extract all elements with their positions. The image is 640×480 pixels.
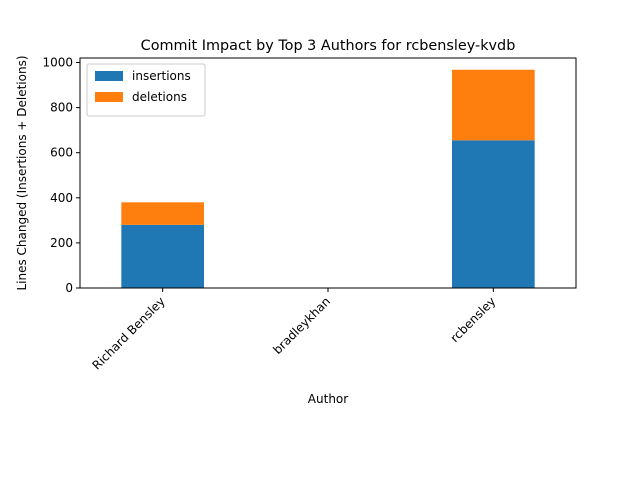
bar-insertions-2 <box>452 140 535 288</box>
x-axis: Richard Bensley bradleykhan rcbensley <box>90 288 499 372</box>
legend-label-deletions: deletions <box>132 90 187 104</box>
y-tick-label: 600 <box>50 146 73 160</box>
legend-swatch-insertions <box>95 71 123 81</box>
x-axis-label: Author <box>308 392 348 406</box>
bars-layer <box>121 69 535 288</box>
x-tick-label: rcbensley <box>448 294 499 345</box>
y-tick-label: 1000 <box>42 56 73 70</box>
chart-title: Commit Impact by Top 3 Authors for rcben… <box>141 38 516 54</box>
y-tick-label: 0 <box>65 281 73 295</box>
y-axis-label: Lines Changed (Insertions + Deletions) <box>15 55 29 290</box>
bar-deletions-0 <box>121 202 204 225</box>
y-tick-label: 800 <box>50 101 73 115</box>
legend: insertions deletions <box>86 63 206 117</box>
y-tick-label: 400 <box>50 191 73 205</box>
y-axis: 0 200 400 600 800 1000 <box>42 56 80 295</box>
bar-insertions-0 <box>121 224 204 288</box>
y-tick-label: 200 <box>50 236 73 250</box>
x-tick-label: Richard Bensley <box>90 294 168 372</box>
bar-deletions-2 <box>452 69 535 141</box>
legend-swatch-deletions <box>95 92 123 102</box>
x-tick-label: bradleykhan <box>270 294 333 357</box>
legend-label-insertions: insertions <box>132 69 191 83</box>
